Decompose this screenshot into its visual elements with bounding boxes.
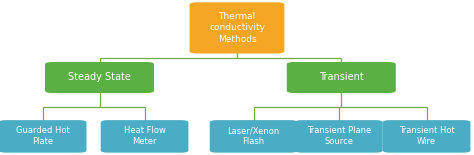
Text: Laser/Xenon
Flash: Laser/Xenon Flash — [228, 126, 280, 146]
FancyBboxPatch shape — [287, 62, 396, 93]
FancyBboxPatch shape — [295, 120, 383, 153]
FancyBboxPatch shape — [383, 120, 470, 153]
FancyBboxPatch shape — [190, 2, 284, 53]
Text: Heat Flow
Meter: Heat Flow Meter — [124, 126, 165, 146]
FancyBboxPatch shape — [45, 62, 154, 93]
FancyBboxPatch shape — [100, 120, 188, 153]
Text: Steady State: Steady State — [68, 73, 131, 82]
Text: Transient Hot
Wire: Transient Hot Wire — [399, 126, 455, 146]
Text: Thermal
conductivity
Methods: Thermal conductivity Methods — [209, 12, 265, 44]
Text: Transient: Transient — [319, 73, 364, 82]
Text: Transient Plane
Source: Transient Plane Source — [307, 126, 371, 146]
Text: Guarded Hot
Plate: Guarded Hot Plate — [16, 126, 70, 146]
FancyBboxPatch shape — [210, 120, 298, 153]
FancyBboxPatch shape — [0, 120, 86, 153]
